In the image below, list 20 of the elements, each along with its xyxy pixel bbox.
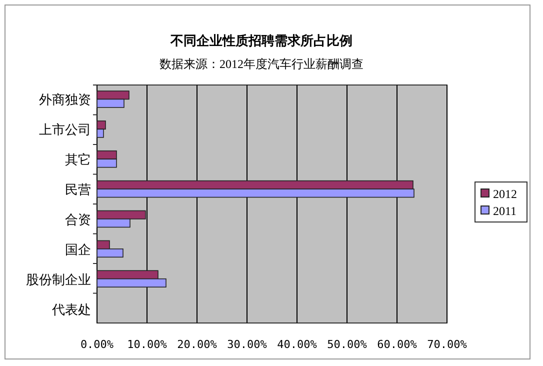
x-tick-label: 30.00% [227, 338, 268, 351]
legend-label: 2012 [493, 187, 517, 201]
x-tick-label: 40.00% [277, 338, 318, 351]
y-tick-label: 其它 [65, 152, 91, 168]
y-tick-label: 外商独资 [39, 92, 91, 108]
y-tick-label: 代表处 [51, 302, 91, 317]
y-tick-label: 国企 [65, 242, 91, 257]
chart-title: 不同企业性质招聘需求所占比例 [170, 33, 352, 48]
x-tick-label: 10.00% [127, 338, 168, 351]
x-tick-label: 0.00% [80, 338, 114, 351]
x-tick-label: 50.00% [327, 338, 368, 351]
y-tick-label: 上市公司 [39, 122, 91, 138]
legend-label: 2011 [493, 204, 517, 218]
y-tick-label: 股份制企业 [26, 272, 91, 287]
y-tick-label: 合资 [65, 212, 91, 227]
x-tick-label: 60.00% [377, 338, 418, 351]
x-tick-label: 20.00% [177, 338, 218, 351]
chart-subtitle: 数据来源：2012年度汽车行业薪酬调查 [160, 57, 364, 71]
y-tick-label: 民营 [65, 182, 91, 198]
x-tick-label: 70.00% [427, 338, 468, 351]
